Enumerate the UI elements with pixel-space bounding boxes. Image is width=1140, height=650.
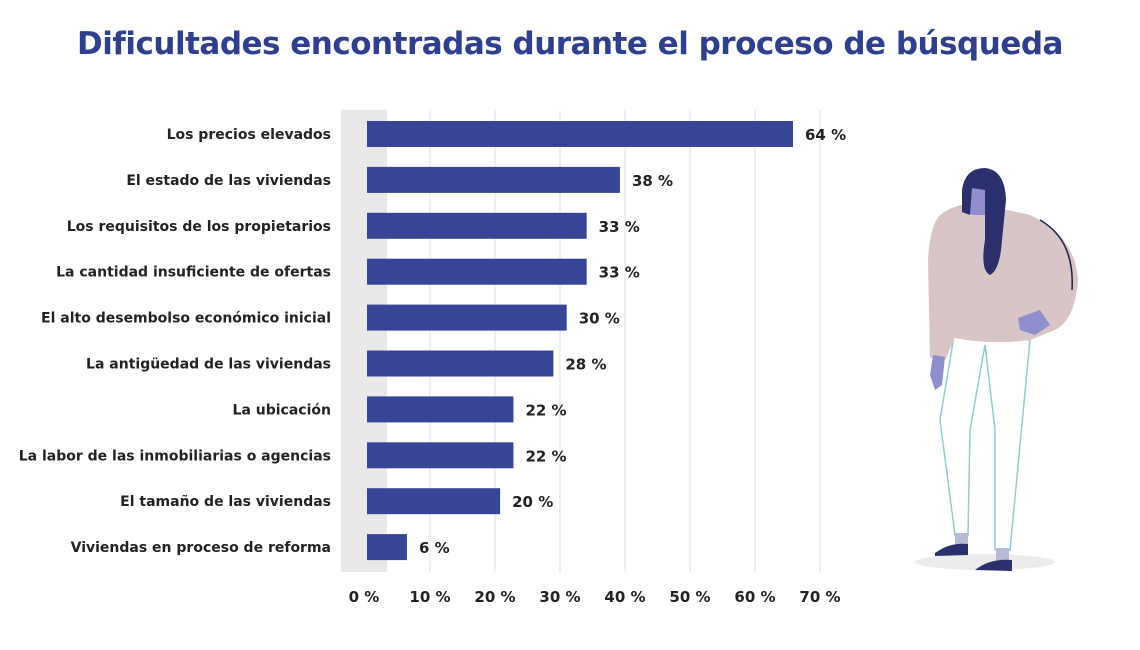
bar <box>367 304 567 331</box>
category-label: Los requisitos de los propietarios <box>67 219 331 235</box>
x-tick-label: 10 % <box>409 588 450 606</box>
x-tick-label: 60 % <box>734 588 775 606</box>
x-tick-label: 40 % <box>604 588 645 606</box>
category-label: Viviendas en proceso de reforma <box>71 540 331 556</box>
value-label: 33 % <box>599 264 640 282</box>
bar <box>367 488 501 515</box>
x-tick-label: 70 % <box>799 588 840 606</box>
category-label: La labor de las inmobiliarias o agencias <box>19 448 331 464</box>
bar <box>367 212 587 239</box>
value-label: 30 % <box>579 310 620 328</box>
value-label: 38 % <box>632 172 673 190</box>
value-label: 33 % <box>599 218 640 236</box>
value-label: 20 % <box>512 493 553 511</box>
category-label: La antigüedad de las viviendas <box>86 357 331 373</box>
chart-title: Dificultades encontradas durante el proc… <box>77 26 1063 62</box>
bar <box>367 534 407 561</box>
x-tick-label: 50 % <box>669 588 710 606</box>
value-label: 28 % <box>565 356 606 374</box>
category-label: El alto desembolso económico inicial <box>41 311 331 327</box>
value-label: 22 % <box>525 447 566 465</box>
category-label: La ubicación <box>233 402 331 418</box>
bar <box>367 442 514 469</box>
bar <box>367 396 514 423</box>
value-label: 64 % <box>805 126 846 144</box>
woman-illustration <box>915 168 1078 571</box>
bar <box>367 166 620 193</box>
category-label: Los precios elevados <box>167 127 331 143</box>
x-tick-label: 20 % <box>474 588 515 606</box>
category-label: La cantidad insuficiente de ofertas <box>56 265 331 281</box>
value-label: 6 % <box>419 539 450 557</box>
bar <box>367 121 793 147</box>
category-label: El estado de las viviendas <box>126 173 331 189</box>
x-tick-label: 0 % <box>349 588 380 606</box>
x-tick-label: 30 % <box>539 588 580 606</box>
value-label: 22 % <box>525 401 566 419</box>
bar <box>367 350 554 377</box>
bar <box>367 258 587 285</box>
category-label: El tamaño de las viviendas <box>120 494 331 510</box>
